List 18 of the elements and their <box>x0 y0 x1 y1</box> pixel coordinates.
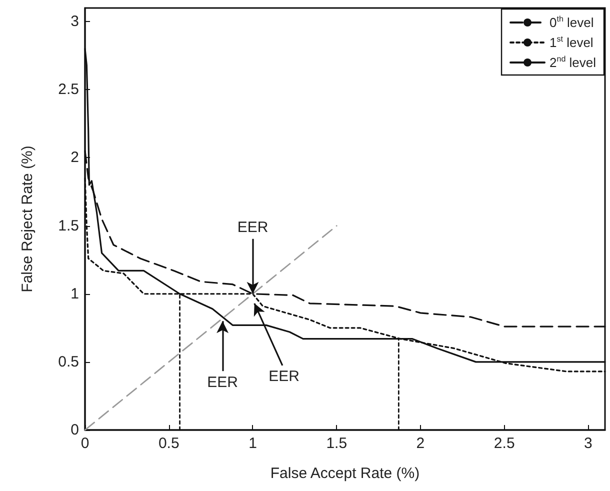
y-tick-label: 1 <box>70 285 79 302</box>
y-tick-label: 2 <box>70 149 79 166</box>
x-tick-label: 1 <box>248 435 257 452</box>
x-tick-label: 2.5 <box>494 435 515 452</box>
y-axis-title: False Reject Rate (%) <box>19 146 36 292</box>
annotation: EER <box>268 368 300 386</box>
x-axis-title: False Accept Rate (%) <box>270 465 420 482</box>
y-tick-label: 0 <box>70 422 79 438</box>
x-tick-label: 3 <box>584 435 592 452</box>
x-tick-label: 1.5 <box>326 435 348 452</box>
y-tick-label: 2.5 <box>58 81 79 98</box>
x-tick-label: 2 <box>416 435 425 452</box>
y-tick-label: 3 <box>70 13 79 30</box>
y-tick-label: 1.5 <box>58 217 79 234</box>
x-tick-label: 0.5 <box>158 435 180 452</box>
annotation: EER <box>207 374 238 392</box>
annotation: EER <box>237 218 268 236</box>
y-tick-label: 0.5 <box>58 353 79 370</box>
